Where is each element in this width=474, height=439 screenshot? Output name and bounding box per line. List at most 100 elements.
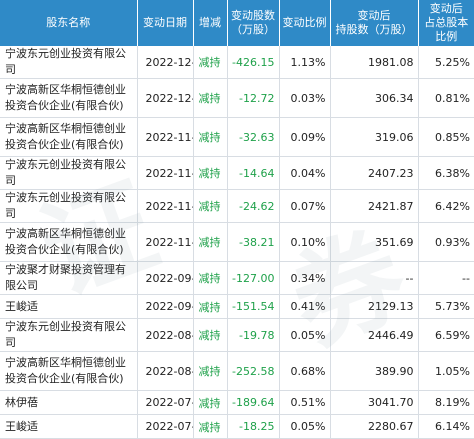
change-ratio-cell: 0.09% bbox=[279, 117, 331, 157]
direction-cell: 减持 bbox=[193, 390, 228, 415]
shareholder-name-cell: 宁波高新区华桐恒德创业投资合伙企业(有限合伙) bbox=[0, 117, 138, 157]
header-after-pct: 变动后 占总股本比例 bbox=[418, 0, 474, 46]
table-header-row: 股东名称 变动日期 增减 变动股数 （万股） 变动比例 变动后 持股数（万股） … bbox=[0, 0, 474, 46]
after-pct-cell: 6.38% bbox=[418, 156, 474, 190]
change-ratio-cell: 0.05% bbox=[279, 414, 331, 439]
after-pct-cell: 5.73% bbox=[418, 294, 474, 319]
change-ratio-cell: 0.10% bbox=[279, 222, 331, 262]
change-shares-cell: -189.64 bbox=[227, 390, 280, 415]
after-pct-cell: 0.93% bbox=[418, 222, 474, 262]
shareholder-name-cell: 王峻适 bbox=[0, 294, 138, 319]
table-row: 宁波东元创业投资有限公司2022-08-19减持-19.780.05%2446.… bbox=[0, 318, 474, 352]
after-pct-cell: 6.42% bbox=[418, 189, 474, 223]
after-pct-cell: 6.59% bbox=[418, 318, 474, 352]
shareholder-name-cell: 王峻适 bbox=[0, 414, 138, 439]
after-shares-cell: 2280.67 bbox=[330, 414, 419, 439]
change-shares-cell: -151.54 bbox=[227, 294, 280, 319]
after-pct-cell: -- bbox=[418, 261, 474, 295]
header-change-ratio: 变动比例 bbox=[279, 0, 331, 46]
change-ratio-cell: 0.07% bbox=[279, 189, 331, 223]
after-shares-cell: 2446.49 bbox=[330, 318, 419, 352]
table-row: 宁波聚才财聚投资管理有限公司2022-09-22减持-127.000.34%--… bbox=[0, 261, 474, 295]
change-date-cell: 2022-07-28 bbox=[137, 414, 194, 439]
change-ratio-cell: 0.68% bbox=[279, 351, 331, 391]
direction-cell: 减持 bbox=[193, 351, 228, 391]
header-change-date: 变动日期 bbox=[137, 0, 194, 46]
after-pct-cell: 0.81% bbox=[418, 78, 474, 118]
direction-cell: 减持 bbox=[193, 117, 228, 157]
shareholder-name-cell: 宁波高新区华桐恒德创业投资合伙企业(有限合伙) bbox=[0, 78, 138, 118]
table-row: 宁波东元创业投资有限公司2022-11-28减持-14.640.04%2407.… bbox=[0, 156, 474, 190]
change-ratio-cell: 0.51% bbox=[279, 390, 331, 415]
change-shares-cell: -24.62 bbox=[227, 189, 280, 223]
change-shares-cell: -32.63 bbox=[227, 117, 280, 157]
change-shares-cell: -127.00 bbox=[227, 261, 280, 295]
change-ratio-cell: 0.03% bbox=[279, 78, 331, 118]
change-ratio-cell: 0.05% bbox=[279, 318, 331, 352]
after-shares-cell: -- bbox=[330, 261, 419, 295]
header-change-shares: 变动股数 （万股） bbox=[227, 0, 280, 46]
direction-cell: 减持 bbox=[193, 189, 228, 223]
after-shares-cell: 2421.87 bbox=[330, 189, 419, 223]
change-shares-cell: -252.58 bbox=[227, 351, 280, 391]
table-row: 宁波东元创业投资有限公司2022-12-15减持-426.151.13%1981… bbox=[0, 46, 474, 79]
after-pct-cell: 8.19% bbox=[418, 390, 474, 415]
change-shares-cell: -426.15 bbox=[227, 46, 280, 79]
direction-cell: 减持 bbox=[193, 318, 228, 352]
header-direction: 增减 bbox=[193, 0, 228, 46]
after-pct-cell: 1.05% bbox=[418, 351, 474, 391]
direction-cell: 减持 bbox=[193, 294, 228, 319]
change-date-cell: 2022-11-04 bbox=[137, 222, 194, 262]
change-shares-cell: -38.21 bbox=[227, 222, 280, 262]
change-shares-cell: -18.25 bbox=[227, 414, 280, 439]
table-row: 宁波高新区华桐恒德创业投资合伙企业(有限合伙)2022-12-15减持-12.7… bbox=[0, 78, 474, 118]
table-row: 宁波高新区华桐恒德创业投资合伙企业(有限合伙)2022-11-04减持-38.2… bbox=[0, 222, 474, 262]
table-row: 宁波高新区华桐恒德创业投资合伙企业(有限合伙)2022-08-19减持-252.… bbox=[0, 351, 474, 391]
direction-cell: 减持 bbox=[193, 46, 228, 79]
shareholder-name-cell: 宁波东元创业投资有限公司 bbox=[0, 156, 138, 190]
change-ratio-cell: 0.41% bbox=[279, 294, 331, 319]
change-date-cell: 2022-11-04 bbox=[137, 189, 194, 223]
after-shares-cell: 351.69 bbox=[330, 222, 419, 262]
table-row: 宁波高新区华桐恒德创业投资合伙企业(有限合伙)2022-11-28减持-32.6… bbox=[0, 117, 474, 157]
shareholder-name-cell: 宁波东元创业投资有限公司 bbox=[0, 46, 138, 79]
shareholder-name-cell: 宁波聚才财聚投资管理有限公司 bbox=[0, 261, 138, 295]
change-date-cell: 2022-12-15 bbox=[137, 46, 194, 79]
change-date-cell: 2022-07-28 bbox=[137, 390, 194, 415]
shareholder-name-cell: 宁波东元创业投资有限公司 bbox=[0, 189, 138, 223]
after-pct-cell: 0.85% bbox=[418, 117, 474, 157]
change-date-cell: 2022-09-02 bbox=[137, 294, 194, 319]
change-date-cell: 2022-08-19 bbox=[137, 351, 194, 391]
direction-cell: 减持 bbox=[193, 156, 228, 190]
after-shares-cell: 1981.08 bbox=[330, 46, 419, 79]
shareholder-name-cell: 宁波高新区华桐恒德创业投资合伙企业(有限合伙) bbox=[0, 222, 138, 262]
shareholder-name-cell: 宁波高新区华桐恒德创业投资合伙企业(有限合伙) bbox=[0, 351, 138, 391]
change-shares-cell: -14.64 bbox=[227, 156, 280, 190]
after-shares-cell: 3041.70 bbox=[330, 390, 419, 415]
change-shares-cell: -19.78 bbox=[227, 318, 280, 352]
after-pct-cell: 6.14% bbox=[418, 414, 474, 439]
change-ratio-cell: 1.13% bbox=[279, 46, 331, 79]
change-date-cell: 2022-12-15 bbox=[137, 78, 194, 118]
direction-cell: 减持 bbox=[193, 261, 228, 295]
after-shares-cell: 2407.23 bbox=[330, 156, 419, 190]
change-date-cell: 2022-09-22 bbox=[137, 261, 194, 295]
header-after-shares: 变动后 持股数（万股） bbox=[330, 0, 419, 46]
change-date-cell: 2022-08-19 bbox=[137, 318, 194, 352]
direction-cell: 减持 bbox=[193, 414, 228, 439]
change-ratio-cell: 0.34% bbox=[279, 261, 331, 295]
after-pct-cell: 5.25% bbox=[418, 46, 474, 79]
direction-cell: 减持 bbox=[193, 78, 228, 118]
after-shares-cell: 389.90 bbox=[330, 351, 419, 391]
after-shares-cell: 306.34 bbox=[330, 78, 419, 118]
after-shares-cell: 2129.13 bbox=[330, 294, 419, 319]
change-date-cell: 2022-11-28 bbox=[137, 156, 194, 190]
change-shares-cell: -12.72 bbox=[227, 78, 280, 118]
change-ratio-cell: 0.04% bbox=[279, 156, 331, 190]
change-date-cell: 2022-11-28 bbox=[137, 117, 194, 157]
header-shareholder-name: 股东名称 bbox=[0, 0, 138, 46]
